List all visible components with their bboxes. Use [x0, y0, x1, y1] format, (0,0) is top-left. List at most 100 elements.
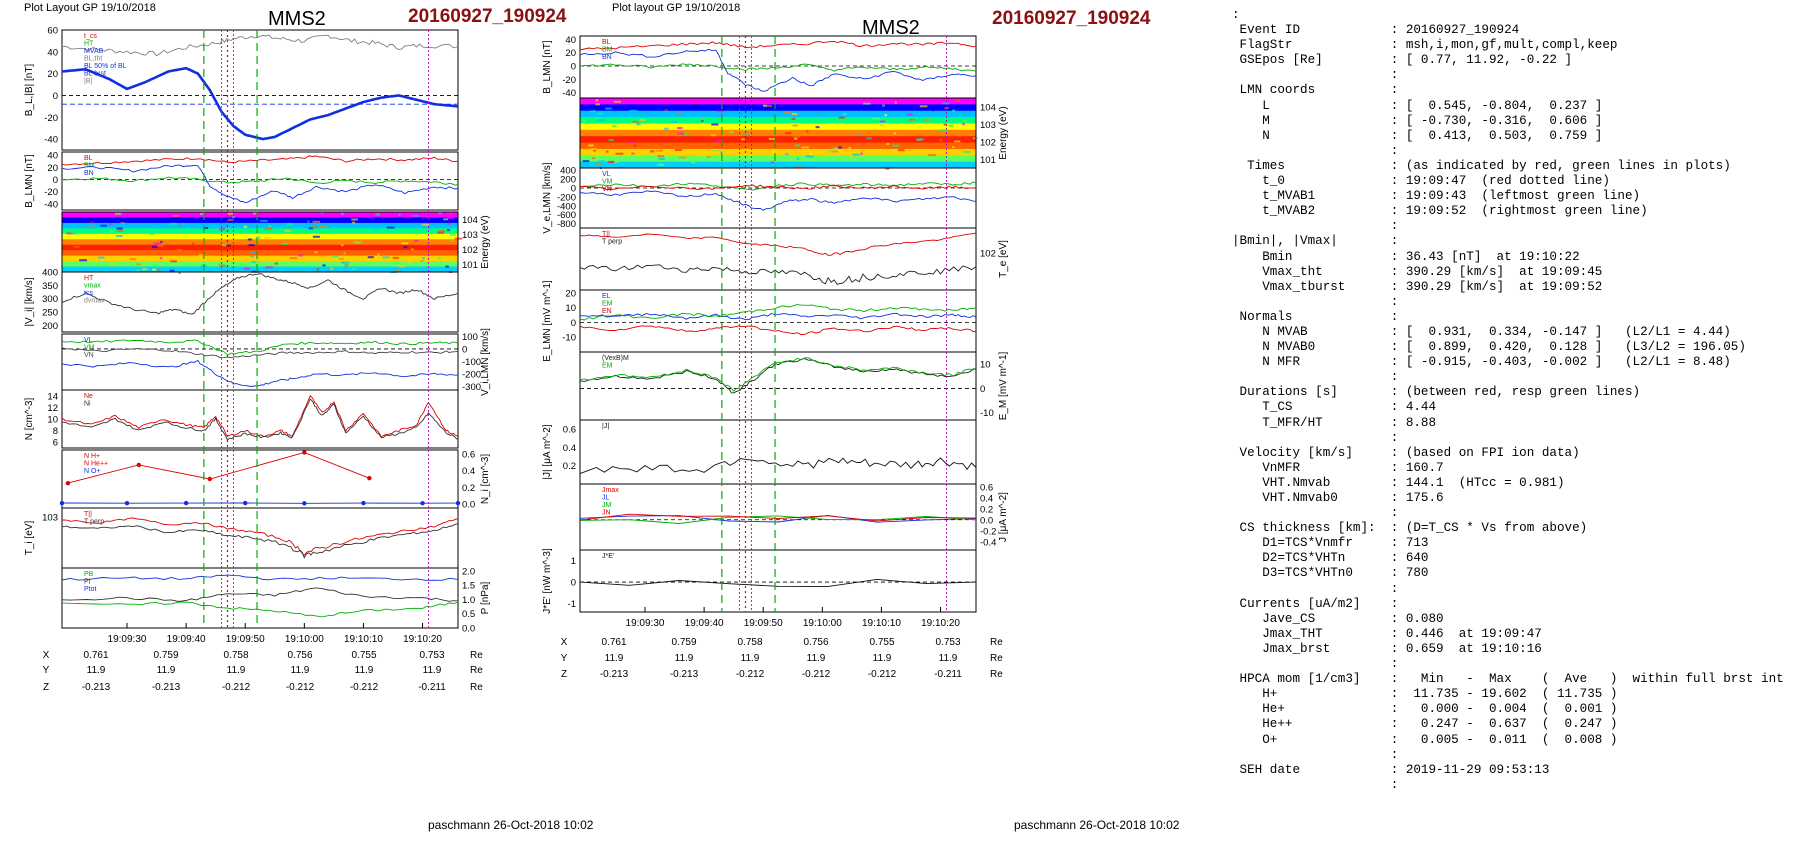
spectrogram-cell [401, 242, 408, 245]
spectrogram-cell [421, 223, 430, 226]
spectrogram-cell [268, 225, 272, 228]
spectrogram-band [580, 104, 976, 112]
spectrogram-cell [447, 222, 451, 225]
spectrogram-cell [595, 103, 600, 106]
y-axis-label: B_LMN [nT] [24, 154, 35, 208]
spectrogram-cell [443, 218, 449, 221]
spectrogram-cell [198, 254, 205, 257]
y-tick-label: 20 [47, 69, 58, 80]
y-tick-label: 102 [980, 137, 996, 148]
y-tick-label: 0 [571, 318, 576, 329]
position-value: 11.9 [227, 665, 246, 676]
position-value: -0.212 [736, 669, 765, 680]
y-tick-label: -1 [568, 599, 576, 610]
spectrogram-cell [785, 132, 792, 135]
y-tick-label: 6 [53, 438, 58, 449]
x-tick-label: 19:10:20 [403, 634, 442, 645]
spectrogram-cell [885, 167, 890, 170]
info-line: Jmax_brst : 0.659 at 19:10:16 [1232, 641, 1542, 656]
spectrogram-cell [308, 227, 314, 230]
spectrogram-cell [135, 263, 142, 266]
y-axis-label: N_i [cm^-3] [480, 454, 491, 504]
info-line: Vmax_tht : 390.29 [km/s] at 19:09:45 [1232, 264, 1603, 279]
spectrogram-cell [169, 222, 177, 225]
position-value: 11.9 [87, 665, 106, 676]
spectrogram-cell [706, 156, 711, 159]
series-line [579, 515, 977, 524]
y-tick-label: 0 [571, 62, 576, 73]
spectrogram-cell [420, 260, 424, 263]
spectrogram-cell [613, 100, 621, 103]
spectrogram-cell [801, 146, 810, 149]
spectrogram-cell [713, 140, 721, 143]
spectrogram-cell [629, 141, 634, 144]
info-line: N MFR : [ -0.915, -0.403, -0.002 ] (L2/L… [1232, 355, 1731, 370]
spectrogram-cell [255, 236, 261, 239]
y-tick-label: 1.0 [462, 595, 475, 606]
spectrogram-cell [658, 157, 665, 160]
spectrogram-cell [120, 246, 126, 249]
series-line [579, 578, 977, 588]
panel-frame [61, 389, 459, 449]
spectrogram-cell [942, 102, 950, 105]
y-tick-label: -800 [557, 219, 576, 230]
legend-entry: JL [602, 495, 610, 502]
series-line [61, 523, 459, 559]
y-tick-label: 10 [980, 360, 991, 371]
spectrogram-cell [281, 242, 289, 245]
y-tick-label: 0 [53, 91, 58, 102]
info-line: D3=TCS*VHTn0 : 780 [1232, 566, 1429, 581]
spectrogram-band [62, 228, 458, 235]
spectrogram-cell [410, 248, 414, 251]
y-tick-label: 400 [560, 166, 576, 177]
spectrogram-cell [221, 244, 227, 247]
position-value: 11.9 [157, 665, 176, 676]
spectrogram-cell [838, 116, 845, 119]
position-value: 11.9 [741, 653, 760, 664]
info-line: FlagStr : msh,i,mon,gf,mult,compl,keep [1232, 38, 1618, 53]
spectrogram-cell [178, 219, 181, 222]
spectrogram-cell [860, 152, 863, 155]
chart-panel: 102 T_e [eV] T||T perp [579, 227, 1009, 291]
spectrogram-cell [711, 123, 719, 126]
spectrogram-cell [264, 227, 273, 230]
y-tick-label: -0.2 [980, 526, 996, 537]
y-tick-label: 12 [47, 403, 58, 414]
position-row-label: X [43, 650, 50, 661]
spectrogram-cell [248, 244, 255, 247]
info-line: L : [ 0.545, -0.804, 0.237 ] [1232, 98, 1603, 113]
spectrogram-cell [831, 150, 839, 153]
series-line [579, 232, 977, 256]
y-tick-label: 2.0 [462, 566, 475, 577]
y-tick-label: 102 [462, 245, 478, 256]
y-tick-label: 40 [47, 151, 58, 162]
spectrogram-cell [263, 236, 271, 239]
spectrogram-cell [590, 148, 597, 151]
legend-entry: MVAB [84, 48, 104, 55]
spectrogram-cell [893, 132, 897, 135]
spectrogram-cell [582, 160, 590, 163]
left-layout-header: Plot Layout GP 19/10/2018 [24, 2, 156, 14]
y-axis-label: Energy (eV) [480, 215, 491, 268]
spectrogram-cell [340, 244, 344, 247]
spectrogram-cell [631, 152, 635, 155]
middle-footer: paschmann 26-Oct-2018 10:02 [1014, 818, 1180, 832]
y-tick-label: 60 [47, 26, 58, 37]
x-tick-label: 19:10:00 [285, 634, 324, 645]
y-tick-label: -20 [44, 113, 58, 124]
series-line [579, 513, 977, 522]
spectrogram-band [62, 244, 458, 251]
position-value: -0.212 [286, 682, 315, 693]
info-line: Durations [s] : (between red, resp green… [1232, 385, 1641, 400]
spectrogram-cell [677, 132, 685, 135]
spectrogram-cell [169, 269, 175, 272]
spectrogram-cell [919, 105, 928, 108]
spectrogram-cell [90, 225, 94, 228]
y-tick-label: 40 [47, 47, 58, 58]
spectrogram-cell [783, 111, 791, 114]
spectrogram-cell [615, 152, 624, 155]
spectrogram-cell [286, 222, 294, 225]
spectrogram-cell [66, 232, 73, 235]
series-line [579, 264, 977, 285]
x-tick-label: 19:09:30 [108, 634, 147, 645]
